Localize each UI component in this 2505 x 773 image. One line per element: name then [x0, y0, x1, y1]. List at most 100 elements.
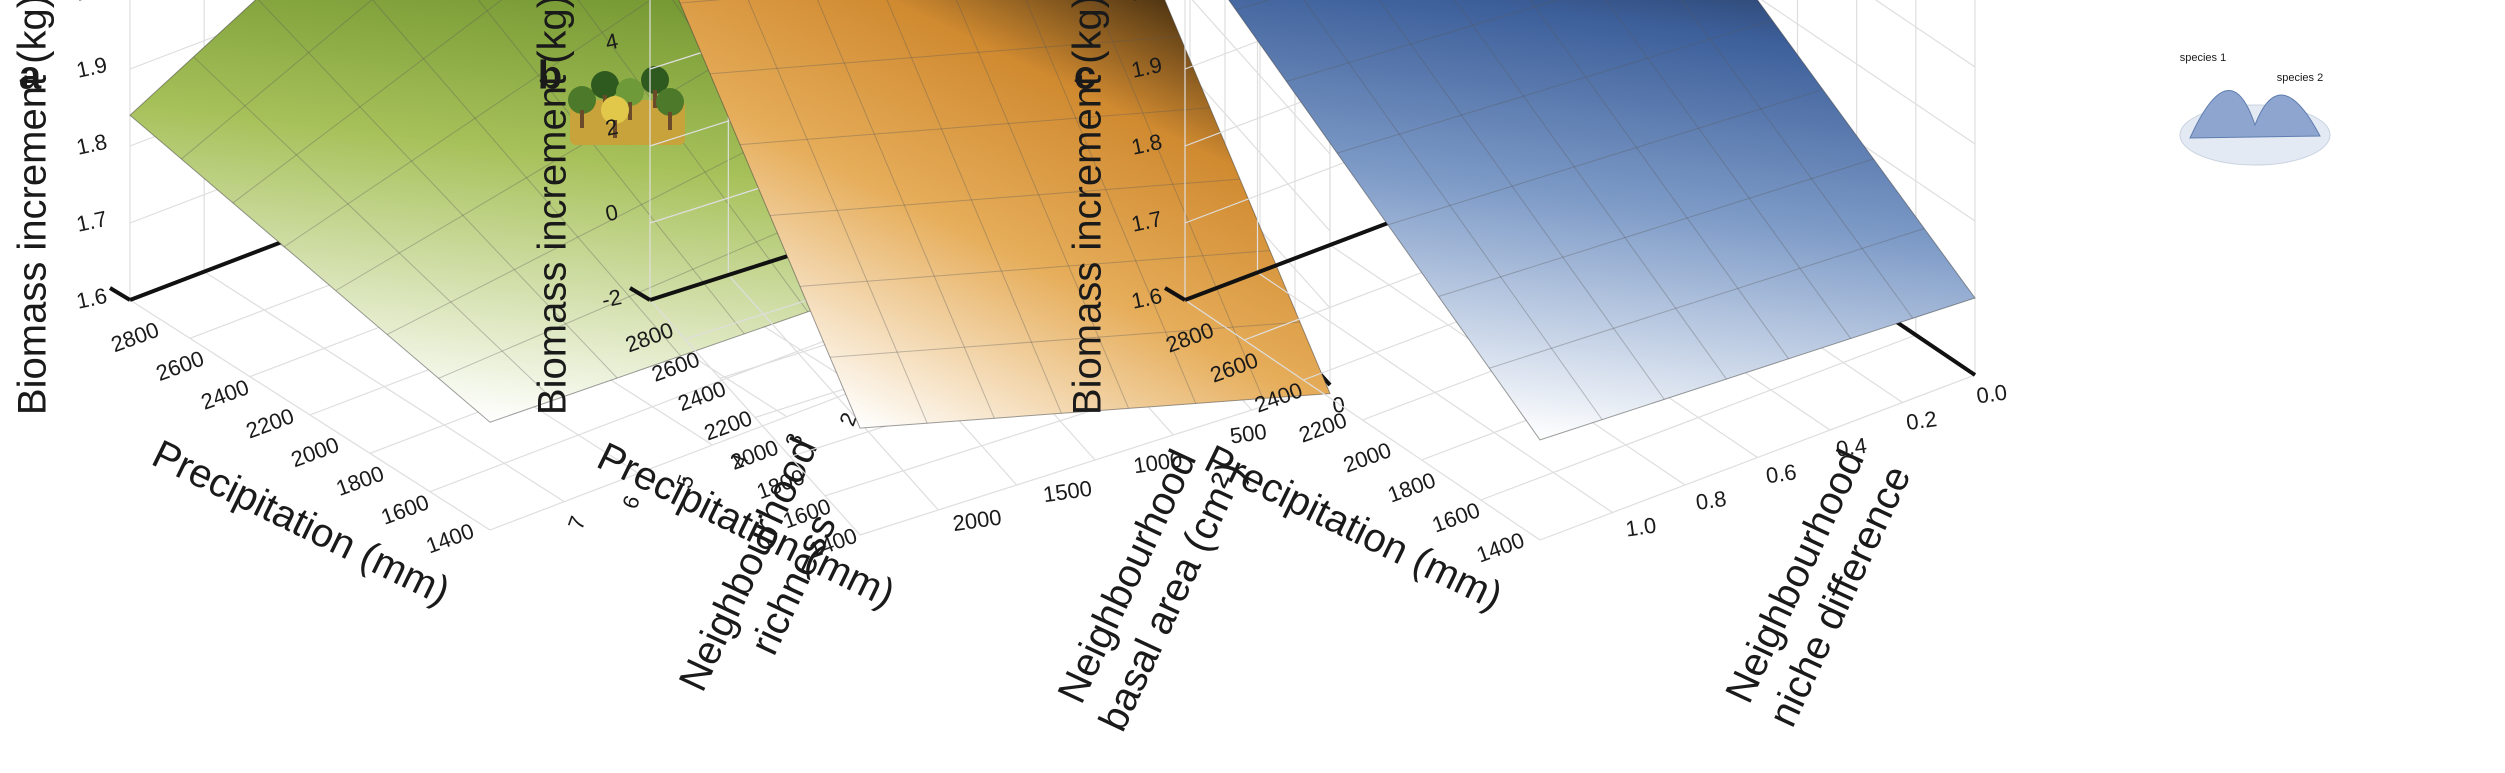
- forest-icon: [568, 66, 685, 145]
- wire-line: [817, 0, 995, 419]
- z-tick-label: 2: [603, 114, 620, 141]
- y-tick-label: 0: [1331, 392, 1347, 418]
- wire-line: [1286, 0, 1559, 82]
- x-tick-label: 2200: [243, 403, 298, 443]
- z-tick-labels: 1.61.71.81.92.02.1: [74, 0, 109, 314]
- z-tick-label: 1.8: [74, 129, 109, 160]
- tree-crown: [656, 88, 684, 116]
- wire-line: [371, 0, 682, 357]
- z-tick-label: 1.7: [1129, 206, 1164, 237]
- wire-line: [1303, 0, 1603, 420]
- tree-trunk: [613, 120, 617, 138]
- z-tick-label: 1.9: [1129, 52, 1164, 83]
- wire-line: [769, 178, 1241, 217]
- wire-line: [1529, 0, 1789, 360]
- z-tick-label: 1.8: [1129, 129, 1164, 160]
- surface-wireframe: [679, 0, 1301, 424]
- inset-label-species-1: species 1: [2180, 52, 2226, 64]
- wire-line: [747, 0, 928, 424]
- y-tick-label: 7: [563, 513, 591, 533]
- y-tick-label: 2000: [951, 504, 1003, 536]
- wire-line: [799, 250, 1271, 287]
- tree-crown: [591, 71, 619, 99]
- z-tick-label: 1.6: [1129, 283, 1164, 314]
- wire-line: [829, 321, 1301, 358]
- tree-trunk: [653, 90, 657, 108]
- grid-line: [129, 299, 491, 531]
- chart-panel-c: 1.61.71.81.92.02.12800260024002200200018…: [1066, 0, 2331, 733]
- inset-label-species-2: species 2: [2277, 72, 2323, 84]
- wire-line: [1094, 0, 1264, 399]
- z-tick-label: 1.7: [74, 206, 109, 237]
- x-tick-label: 1800: [1384, 467, 1439, 507]
- response-surface: [678, 0, 1331, 429]
- grid-line: [727, 274, 939, 511]
- tree-trunk: [668, 112, 672, 130]
- ground-shape: [570, 100, 685, 145]
- wire-line: [1387, 89, 1824, 226]
- wire-line: [1025, 0, 1197, 404]
- wire-line: [232, 0, 503, 204]
- wire-line: [1454, 0, 1727, 380]
- wire-line: [181, 0, 373, 160]
- niche-density-icon: species 1 species 2: [2179, 52, 2331, 166]
- x-tick-label: 1400: [423, 518, 478, 558]
- y-tick-label: 0.2: [1905, 406, 1939, 435]
- surface-wireframe: [1235, 0, 1925, 420]
- wire-line: [1489, 228, 1925, 369]
- x-tick-label: 2400: [198, 374, 253, 414]
- x-tick-label: 2800: [108, 317, 163, 357]
- z-tick-label: 2.0: [74, 0, 109, 6]
- grid-line: [1184, 299, 1541, 541]
- z-tick-labels: -20246: [599, 28, 623, 312]
- tree-trunk: [628, 102, 632, 120]
- wire-line: [335, 26, 781, 292]
- y-tick-label: 0.8: [1694, 486, 1728, 515]
- tree-trunk: [580, 110, 584, 128]
- wire-line: [257, 0, 618, 379]
- wire-line: [577, 0, 809, 313]
- z-axis-title: Biomass increment (kg): [1066, 0, 1110, 415]
- x-axis-line: [1163, 286, 1187, 302]
- x-axis-line: [108, 286, 132, 302]
- z-axis-title: Biomass increment (kg): [531, 0, 575, 415]
- wire-line: [1605, 0, 1852, 339]
- x-tick-label: 1400: [1473, 527, 1528, 567]
- grid-line: [649, 299, 861, 536]
- x-tick-label: 2200: [1296, 407, 1351, 447]
- y-tick-labels: 0.0 0.2 0.4 0.6 0.8 1.0: [1624, 379, 2009, 541]
- wire-line: [709, 35, 1181, 75]
- wire-line: [1336, 19, 1773, 154]
- y-tick-label: 0.0: [1975, 379, 2009, 408]
- wire-line: [1438, 158, 1874, 298]
- grid-line: [1257, 272, 1613, 513]
- tree-crown: [601, 96, 629, 124]
- x-tick-label: 1800: [333, 461, 388, 501]
- y-tick-label: 500: [1228, 419, 1268, 449]
- wire-line: [193, 56, 554, 401]
- density-peaks: [2189, 90, 2321, 139]
- y-tick-label: 1.0: [1624, 513, 1658, 542]
- y-tick-label: 1500: [1041, 476, 1093, 508]
- z-tick-label: 0: [603, 199, 620, 226]
- z-axis-title: Biomass increment (kg): [11, 0, 55, 415]
- wire-line: [477, 0, 745, 335]
- panel-label: a: [19, 54, 42, 98]
- panel-label: c: [1074, 54, 1096, 98]
- wire-line: [1378, 0, 1665, 400]
- x-tick-label: 1600: [1429, 497, 1484, 537]
- wire-line: [739, 107, 1211, 146]
- y-tick-label: 0.6: [1764, 459, 1798, 488]
- wire-line: [955, 0, 1130, 409]
- z-tick-label: 4: [603, 28, 620, 55]
- y-tick-label: 0.4: [1834, 433, 1868, 462]
- grid-line: [203, 271, 565, 503]
- tree-crown: [641, 66, 669, 94]
- panel-label: b: [538, 54, 562, 98]
- z-tick-label: 1.6: [74, 283, 109, 314]
- x-tick-label: 1600: [378, 489, 433, 529]
- x-tick-label: 2000: [288, 432, 343, 472]
- z-tick-label: 2.0: [1129, 0, 1164, 6]
- x-tick-label: 2000: [1340, 437, 1395, 477]
